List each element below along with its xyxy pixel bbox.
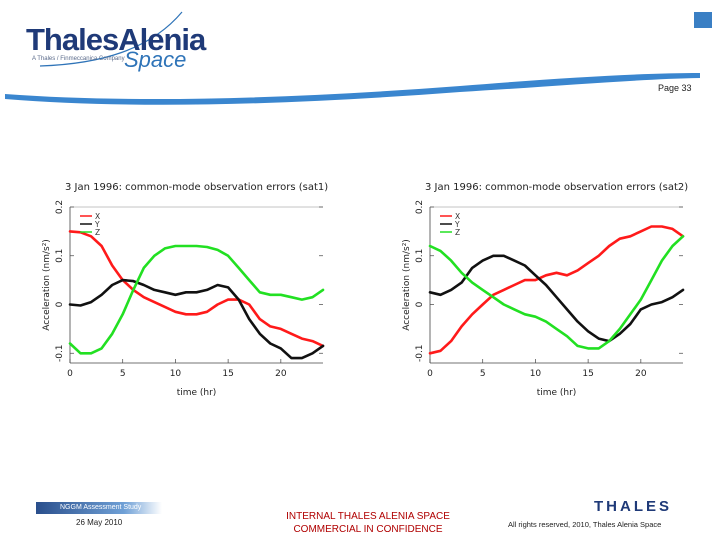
- footer-band: [36, 502, 162, 514]
- x-axis-label: time (hr): [537, 388, 577, 398]
- footer-confidentiality: INTERNAL THALES ALENIA SPACE COMMERCIAL …: [266, 510, 470, 536]
- legend-label: Y: [454, 220, 460, 229]
- x-tick-label: 10: [170, 369, 182, 379]
- x-axis-label: time (hr): [177, 388, 217, 398]
- footer-study-name: NGGM Assessment Study: [60, 504, 142, 511]
- chart-title: 3 Jan 1996: common-mode observation erro…: [65, 182, 328, 193]
- company-logo-space: Space: [124, 47, 187, 72]
- legend-label: Z: [455, 228, 460, 237]
- series-line-x: [428, 225, 685, 355]
- legend-label: Z: [95, 228, 100, 237]
- header: ThalesAlenia A Thales / Finmeccanica Com…: [0, 0, 720, 110]
- chart-sat2: 3 Jan 1996: common-mode observation erro…: [402, 182, 688, 398]
- y-tick-label: -0.1: [55, 344, 65, 362]
- x-tick-label: 20: [275, 369, 287, 379]
- series-line-x: [68, 230, 325, 348]
- legend-label: X: [455, 212, 460, 221]
- page-number: Page 33: [658, 83, 692, 93]
- y-tick-label: 0: [415, 301, 425, 307]
- y-tick-label: 0.2: [55, 200, 65, 214]
- logo-swoosh: [5, 11, 700, 105]
- footer-internal-line2: COMMERCIAL IN CONFIDENCE: [293, 524, 443, 535]
- corner-square-icon: [694, 12, 712, 28]
- y-axis-label: Acceleration (nm/s²): [402, 239, 412, 331]
- x-tick-label: 0: [427, 369, 433, 379]
- x-tick-label: 20: [635, 369, 647, 379]
- chart-sat1: 3 Jan 1996: common-mode observation erro…: [42, 182, 328, 398]
- footer-brand-logo: THALES: [594, 498, 672, 515]
- footer-rights: All rights reserved, 2010, Thales Alenia…: [508, 520, 662, 529]
- x-tick-label: 10: [530, 369, 542, 379]
- legend-label: X: [95, 212, 100, 221]
- company-logo-text: ThalesAlenia: [26, 22, 206, 57]
- y-tick-label: 0: [55, 301, 65, 307]
- series-line-z: [68, 244, 325, 355]
- x-tick-label: 5: [120, 369, 126, 379]
- y-tick-label: 0.2: [415, 200, 425, 214]
- series-line-y: [428, 254, 685, 343]
- footer-internal-line1: INTERNAL THALES ALENIA SPACE: [286, 511, 450, 522]
- series-line-y: [68, 278, 325, 360]
- x-tick-label: 15: [582, 369, 593, 379]
- x-tick-label: 15: [222, 369, 233, 379]
- y-axis-label: Acceleration (nm/s²): [42, 239, 52, 331]
- x-tick-label: 0: [67, 369, 73, 379]
- company-logo-subtitle: A Thales / Finmeccanica Company: [32, 56, 125, 62]
- x-tick-label: 5: [480, 369, 486, 379]
- y-tick-label: 0.1: [55, 249, 65, 263]
- chart-title: 3 Jan 1996: common-mode observation erro…: [425, 182, 688, 193]
- y-tick-label: -0.1: [415, 344, 425, 362]
- y-tick-label: 0.1: [415, 249, 425, 263]
- series-line-z: [428, 234, 685, 350]
- legend-label: Y: [94, 220, 100, 229]
- footer-date: 26 May 2010: [76, 518, 123, 527]
